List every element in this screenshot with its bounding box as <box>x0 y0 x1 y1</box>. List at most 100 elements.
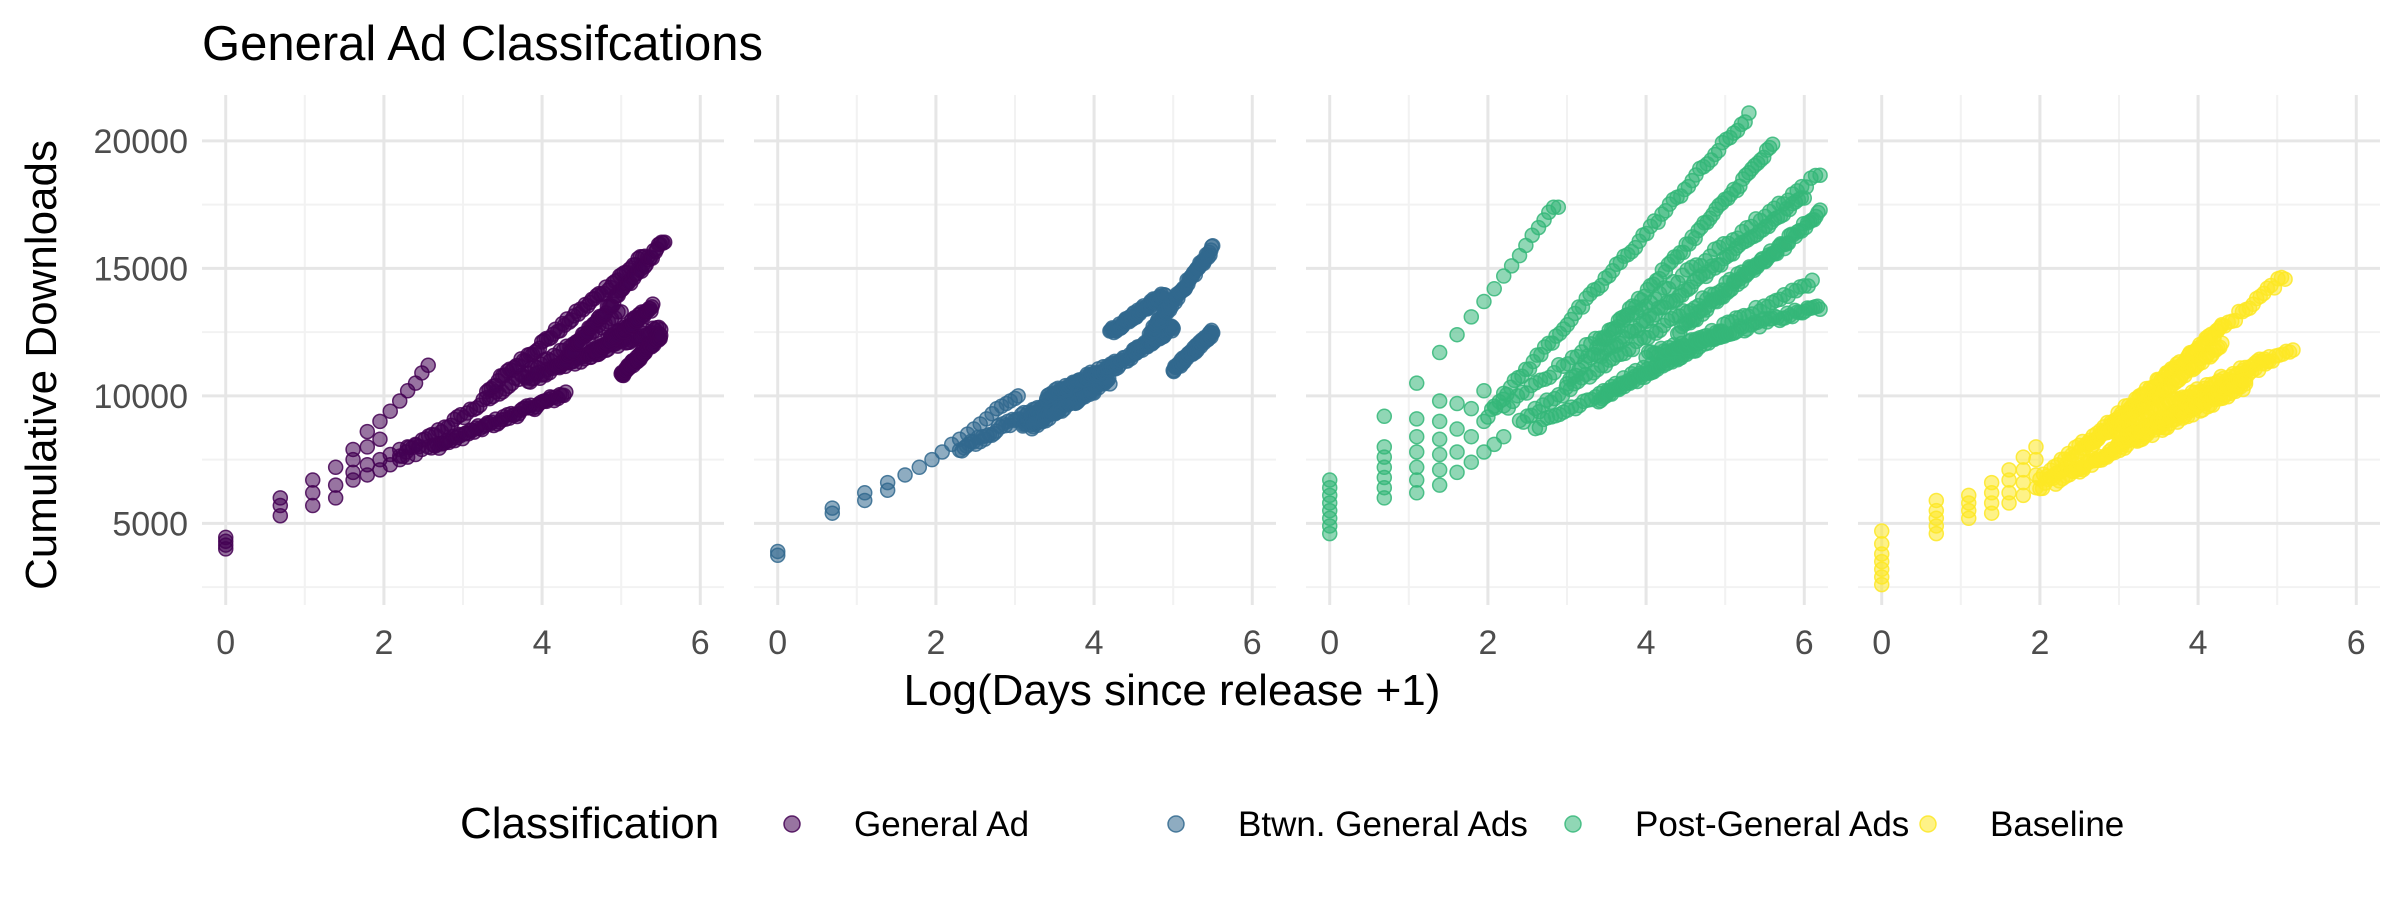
data-point <box>2015 462 2032 478</box>
data-point <box>327 459 344 476</box>
data-point <box>558 384 574 400</box>
panel-general-ad: 0 2 4 6 5000 10000 15000 20000 <box>93 95 724 662</box>
data-point <box>2214 316 2230 333</box>
legend-item-post-general-ads: Post-General Ads <box>1564 805 1909 844</box>
data-point <box>272 490 289 506</box>
y-tick-label: 15000 <box>93 250 188 288</box>
data-point <box>1376 439 1393 455</box>
data-point <box>1463 309 1480 325</box>
data-point <box>1376 408 1393 425</box>
data-point <box>1463 400 1480 417</box>
data-point <box>1204 237 1221 254</box>
series-baseline <box>1873 269 2301 593</box>
legend-key <box>1167 815 1185 833</box>
data-point <box>2237 372 2254 389</box>
legend-item-btwn-general-ads: Btwn. General Ads <box>1167 805 1528 844</box>
data-point <box>652 327 669 344</box>
legend-key <box>783 815 801 833</box>
x-tick-label: 2 <box>2030 624 2049 662</box>
data-point <box>1928 492 1945 509</box>
data-point <box>1408 459 1425 476</box>
data-point <box>345 464 361 481</box>
x-tick-label: 6 <box>691 624 710 662</box>
data-point <box>1476 293 1492 310</box>
data-point <box>1449 421 1465 437</box>
data-point <box>1873 536 1890 552</box>
data-point <box>1431 477 1448 493</box>
data-point <box>420 357 436 374</box>
data-point <box>911 459 928 476</box>
legend-key <box>1564 815 1582 833</box>
data-point <box>1321 472 1338 488</box>
data-point <box>382 403 398 419</box>
x-tick-label: 0 <box>768 624 787 662</box>
data-point <box>1476 444 1492 460</box>
data-point <box>1449 444 1465 460</box>
data-point <box>2028 439 2044 455</box>
data-point <box>1812 202 1828 218</box>
data-point <box>1812 167 1828 184</box>
data-point <box>1408 485 1425 501</box>
data-point <box>2001 485 2017 501</box>
x-tick-label: 0 <box>1872 624 1891 662</box>
data-point <box>1463 428 1480 445</box>
data-point <box>1764 136 1781 152</box>
panel-btwn-general-ads: 0 2 4 6 <box>754 95 1276 662</box>
data-point <box>2261 348 2278 365</box>
data-point <box>359 457 376 473</box>
data-point <box>2214 335 2230 351</box>
data-point <box>1449 326 1465 343</box>
data-point <box>2001 462 2017 478</box>
x-tick-label: 0 <box>216 624 235 662</box>
data-point <box>924 451 940 468</box>
data-point <box>1204 325 1221 341</box>
data-point <box>1408 444 1425 460</box>
data-point <box>217 529 234 546</box>
data-point <box>645 296 661 312</box>
data-point <box>1741 105 1757 121</box>
data-point <box>304 497 321 514</box>
legend: Classification General Ad Btwn. General A… <box>460 799 2124 848</box>
panel-post-general-ads: 0 2 4 6 <box>1306 95 1828 662</box>
legend-label: Post-General Ads <box>1635 805 1909 844</box>
x-tick-label: 2 <box>1478 624 1497 662</box>
y-tick-label: 20000 <box>93 123 188 161</box>
data-point <box>1431 446 1448 463</box>
legend-item-general-ad: General Ad <box>783 805 1029 844</box>
data-point <box>1431 344 1448 361</box>
data-point <box>1010 388 1026 404</box>
data-point <box>2015 449 2032 465</box>
data-point <box>2285 342 2301 358</box>
data-point <box>1550 199 1567 215</box>
data-point <box>1812 301 1828 318</box>
data-point <box>391 393 408 409</box>
legend-label: Baseline <box>1990 805 2124 844</box>
data-point <box>1431 393 1448 409</box>
data-point <box>372 413 388 430</box>
data-point <box>879 474 896 491</box>
facet-panels: 0 2 4 6 5000 10000 15000 20000 0 2 4 6 0 2 4 6 0 2 4 6 <box>93 95 2380 662</box>
data-point <box>372 431 388 447</box>
data-point <box>2028 451 2044 468</box>
data-point <box>1495 268 1512 284</box>
data-point <box>1431 413 1448 430</box>
data-point <box>856 485 873 501</box>
data-point <box>1960 487 1977 504</box>
chart-title: General Ad Classifcations <box>202 17 763 71</box>
data-point <box>345 441 361 458</box>
data-point <box>1431 462 1448 478</box>
data-point <box>1408 375 1425 391</box>
data-point <box>359 439 376 455</box>
data-point <box>327 490 344 506</box>
x-axis-title: Log(Days since release +1) <box>904 666 1441 715</box>
data-point <box>327 477 344 493</box>
data-point <box>304 472 321 488</box>
data-point <box>304 485 321 501</box>
x-tick-label: 4 <box>1637 624 1656 662</box>
data-point <box>2015 474 2032 491</box>
data-point <box>1408 472 1425 488</box>
data-point <box>1476 383 1492 399</box>
series-general-ad <box>217 234 673 557</box>
series-post-general-ads <box>1321 105 1828 542</box>
